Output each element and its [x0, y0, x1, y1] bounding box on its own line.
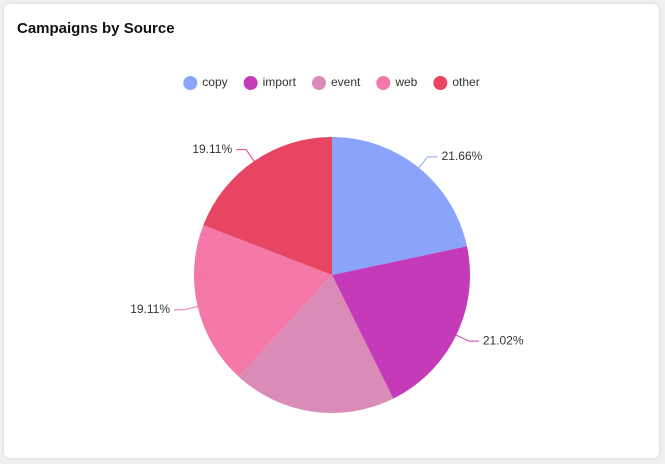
legend-swatch — [376, 76, 391, 90]
legend: copy import event web other — [183, 75, 480, 90]
value-label: 19.11% — [130, 302, 170, 316]
value-label: 21.66% — [442, 149, 483, 163]
label-leader — [174, 306, 198, 311]
label-leader — [236, 149, 255, 162]
pie-slice — [203, 137, 332, 275]
pie-slice — [332, 137, 467, 275]
legend-label: event — [331, 75, 361, 89]
legend-swatch — [243, 76, 258, 90]
pie-slice — [193, 225, 332, 377]
legend-label: other — [452, 75, 479, 89]
legend-label: copy — [202, 75, 227, 89]
legend-label: import — [263, 75, 297, 89]
legend-label: web — [394, 75, 417, 89]
label-leader — [456, 334, 479, 342]
legend-swatch — [433, 76, 448, 90]
legend-swatch — [311, 76, 326, 90]
chart-title: Campaigns by Source — [17, 20, 175, 37]
legend-swatch — [183, 76, 198, 90]
card: Campaigns by Source copy import event web ot… — [4, 4, 659, 458]
value-label: 21.02% — [483, 333, 524, 347]
value-label: 19.11% — [192, 142, 232, 156]
chart: copy import event web other 21.66% 21.02% 19.11… — [130, 75, 524, 413]
pie-slice — [238, 275, 394, 413]
label-leader — [418, 156, 438, 169]
pie-slice — [332, 246, 471, 399]
